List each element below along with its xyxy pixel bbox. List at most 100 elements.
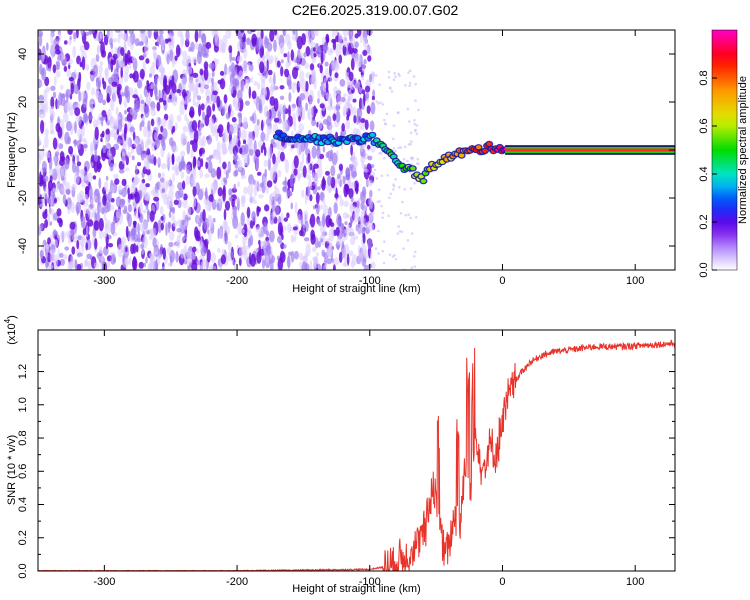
noise-speck: [163, 197, 169, 205]
noise-speck: [308, 89, 314, 104]
noise-speck: [238, 257, 242, 267]
noise-speck: [413, 254, 416, 258]
noise-speck: [45, 151, 51, 159]
tone-band-core: [505, 148, 675, 152]
noise-speck: [88, 185, 93, 199]
noise-speck: [99, 116, 106, 121]
noise-speck: [279, 151, 285, 162]
noise-speck: [374, 247, 378, 250]
noise-speck: [257, 206, 261, 213]
noise-speck: [46, 42, 49, 51]
noise-speck: [316, 145, 321, 160]
noise-speck: [360, 118, 366, 124]
noise-speck: [349, 222, 353, 227]
noise-speck: [249, 63, 254, 72]
noise-speck: [347, 181, 354, 188]
noise-speck: [138, 261, 144, 269]
noise-speck: [269, 230, 275, 243]
noise-speck: [394, 149, 397, 153]
noise-speck: [121, 178, 127, 186]
noise-speck: [352, 165, 357, 173]
noise-speck: [257, 82, 261, 90]
noise-speck: [222, 147, 228, 155]
noise-speck: [51, 168, 55, 175]
noise-speck: [361, 190, 366, 204]
noise-speck: [62, 112, 69, 123]
noise-speck: [52, 64, 57, 74]
noise-speck: [413, 250, 417, 254]
noise-speck: [97, 255, 104, 263]
noise-speck: [165, 222, 168, 236]
noise-speck: [274, 55, 278, 63]
noise-speck: [362, 37, 368, 48]
noise-speck: [354, 83, 359, 89]
noise-speck: [217, 247, 221, 254]
noise-speck: [200, 158, 204, 168]
noise-speck: [113, 162, 117, 168]
noise-speck: [336, 238, 342, 246]
x-tick-label: 100: [626, 576, 644, 588]
noise-speck: [90, 101, 94, 115]
noise-speck: [129, 126, 135, 133]
noise-speck: [326, 37, 330, 43]
noise-speck: [378, 83, 381, 86]
colorbar-tick-label: 0.8: [698, 70, 710, 85]
noise-speck: [409, 216, 412, 220]
noise-speck: [219, 78, 226, 90]
noise-speck: [141, 247, 145, 255]
noise-speck: [222, 161, 227, 170]
noise-speck: [259, 182, 264, 188]
noise-speck: [185, 175, 191, 185]
chart-title: C2E6.2025.319.00.07.G02: [291, 2, 459, 18]
noise-speck: [127, 136, 131, 151]
noise-speck: [208, 194, 214, 203]
noise-speck: [256, 119, 260, 126]
noise-speck: [61, 54, 67, 66]
noise-speck: [147, 30, 152, 39]
noise-speck: [223, 208, 227, 221]
noise-speck: [50, 30, 56, 33]
noise-speck: [350, 205, 356, 210]
noise-speck: [293, 250, 299, 260]
noise-speck: [302, 165, 307, 178]
noise-speck: [288, 92, 292, 102]
noise-speck: [298, 52, 304, 59]
noise-speck: [95, 90, 99, 98]
noise-speck: [237, 90, 243, 101]
noise-speck: [122, 254, 125, 265]
noise-speck: [39, 249, 44, 259]
noise-speck: [298, 123, 304, 132]
noise-speck: [205, 88, 211, 98]
noise-speck: [128, 235, 133, 242]
noise-speck: [239, 147, 243, 154]
noise-speck: [402, 157, 406, 161]
bottom-x-axis-label: Height of straight line (km): [292, 583, 420, 595]
noise-speck: [242, 243, 246, 251]
noise-speck: [111, 81, 118, 87]
noise-speck: [159, 205, 164, 216]
noise-speck: [85, 225, 89, 238]
noise-speck: [120, 47, 125, 56]
noise-speck: [213, 149, 217, 154]
noise-speck: [212, 90, 218, 96]
noise-speck: [85, 186, 90, 193]
noise-speck: [263, 159, 269, 167]
y-tick-label: 0.0: [17, 563, 29, 578]
noise-speck: [350, 156, 355, 162]
noise-speck: [304, 62, 310, 69]
noise-speck: [109, 162, 114, 172]
noise-speck: [168, 79, 173, 90]
noise-speck: [171, 153, 175, 165]
noise-speck: [238, 130, 242, 139]
noise-speck: [383, 240, 386, 243]
noise-speck: [49, 208, 55, 216]
noise-speck: [200, 261, 204, 270]
noise-speck: [247, 154, 250, 166]
noise-speck: [322, 197, 326, 206]
noise-speck: [236, 55, 243, 63]
noise-speck: [124, 109, 127, 115]
noise-speck: [406, 239, 410, 242]
noise-speck: [341, 253, 348, 259]
y-tick-label: 0.4: [17, 497, 29, 512]
noise-speck: [370, 171, 376, 177]
